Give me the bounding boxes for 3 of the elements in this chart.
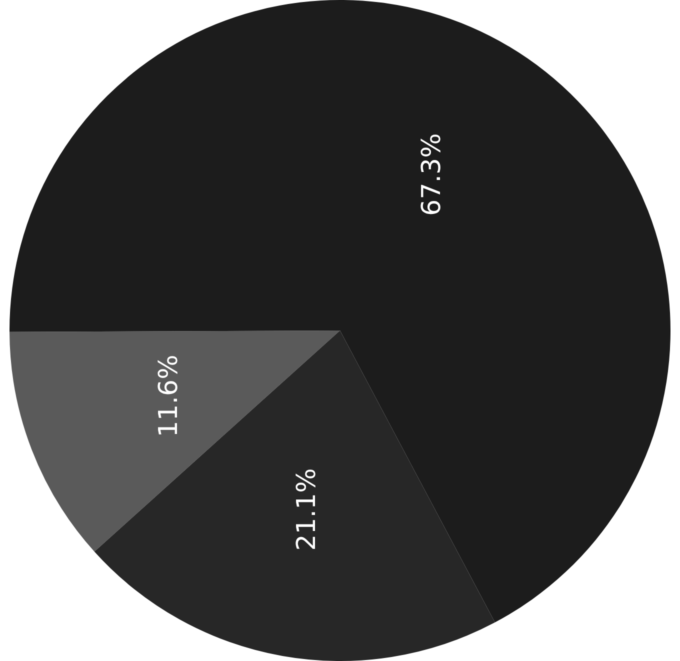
data-label: 67.3%	[417, 133, 448, 216]
data-label: 21.1%	[292, 468, 322, 551]
data-label: 11.6%	[154, 354, 184, 438]
